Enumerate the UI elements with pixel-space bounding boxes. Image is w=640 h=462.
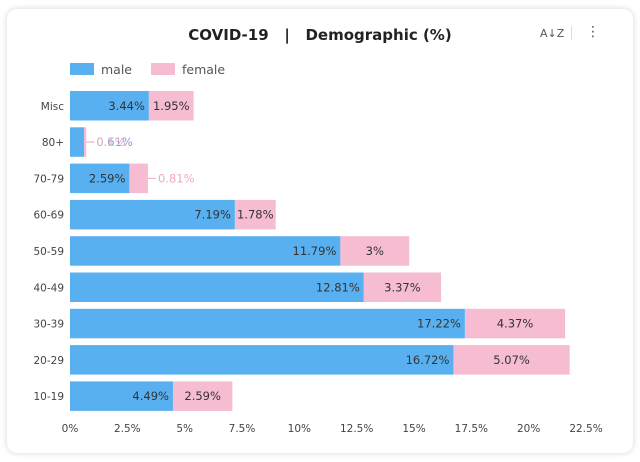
x-tick-label: 2.5%: [114, 423, 141, 435]
x-tick-label: 7.5%: [229, 423, 256, 435]
x-tick-label: 20%: [517, 423, 540, 435]
x-tick-label: 12.5%: [340, 423, 373, 435]
more-vertical-icon[interactable]: ⋮: [586, 24, 600, 40]
data-label-male: 17.22%: [417, 317, 461, 331]
data-label-female: 1.78%: [237, 208, 274, 222]
x-tick-label: 0%: [62, 423, 79, 435]
legend-item-male[interactable]: male: [70, 62, 132, 77]
data-label-male: 16.72%: [406, 353, 450, 367]
data-label-male: 4.49%: [132, 389, 169, 403]
x-tick-label: 22.5%: [569, 423, 602, 435]
chart-title: COVID-19 | Demographic (%): [188, 26, 452, 44]
x-tick-label: 5%: [176, 423, 193, 435]
bar-male-6069: [70, 199, 235, 230]
y-tick-label: 20-29: [33, 355, 64, 367]
bar-female-5059: [340, 236, 410, 266]
y-tick-label: 10-19: [33, 391, 64, 403]
bar-male-4049: [70, 272, 364, 302]
bar-female-4049: [363, 272, 442, 302]
bar-female-1019: [172, 381, 233, 411]
legend-swatch-female: [151, 63, 175, 75]
data-label-male: 11.79%: [293, 244, 337, 258]
data-label-male: 3.44%: [108, 99, 145, 113]
y-tick-label: 40-49: [33, 282, 64, 294]
data-label-female: 1.95%: [153, 99, 190, 113]
chart-card: [7, 9, 633, 453]
x-tick-label: 17.5%: [455, 423, 488, 435]
legend-label-female: female: [182, 62, 226, 77]
legend-item-female[interactable]: female: [151, 62, 225, 77]
bar-female-3039: [464, 308, 566, 339]
data-label-female: 4.37%: [497, 317, 534, 331]
bar-female-6069: [234, 199, 276, 230]
x-tick-label: 10%: [288, 423, 311, 435]
data-label-female: 2.59%: [184, 389, 221, 403]
data-label-male: 7.19%: [194, 208, 231, 222]
data-label-female: 3%: [366, 244, 384, 258]
bar-female-7079: [129, 163, 148, 194]
y-tick-label: Misc: [41, 101, 64, 113]
sort-az-icon[interactable]: A↓Z: [540, 27, 565, 40]
x-tick-label: 15%: [402, 423, 425, 435]
data-label-female: 0.81%: [158, 171, 195, 185]
legend-label-male: male: [101, 62, 132, 77]
bar-male-Misc: [70, 91, 149, 121]
data-label-male: 12.81%: [316, 280, 360, 294]
y-tick-label: 80+: [42, 137, 64, 149]
bar-male-1019: [70, 381, 173, 411]
bar-female-80: [83, 127, 87, 157]
y-tick-label: 50-59: [33, 246, 64, 258]
bar-male-7079: [70, 163, 130, 194]
data-label-female: 0.1%: [96, 135, 125, 149]
y-tick-label: 60-69: [33, 210, 64, 222]
data-label-female: 3.37%: [384, 280, 421, 294]
bar-female-2029: [453, 345, 570, 375]
bar-male-2029: [70, 345, 454, 375]
bar-male-3039: [70, 308, 465, 339]
data-label-male: 0.61%: [96, 135, 133, 149]
data-label-male: 2.59%: [89, 171, 126, 185]
bar-female-Misc: [148, 91, 194, 121]
y-tick-label: 70-79: [33, 173, 64, 185]
bar-male-80: [70, 127, 84, 157]
bar-male-5059: [70, 236, 341, 266]
toolbar-divider: [571, 26, 572, 40]
y-tick-label: 30-39: [33, 319, 64, 331]
data-label-female: 5.07%: [493, 353, 530, 367]
legend-swatch-male: [70, 63, 94, 75]
